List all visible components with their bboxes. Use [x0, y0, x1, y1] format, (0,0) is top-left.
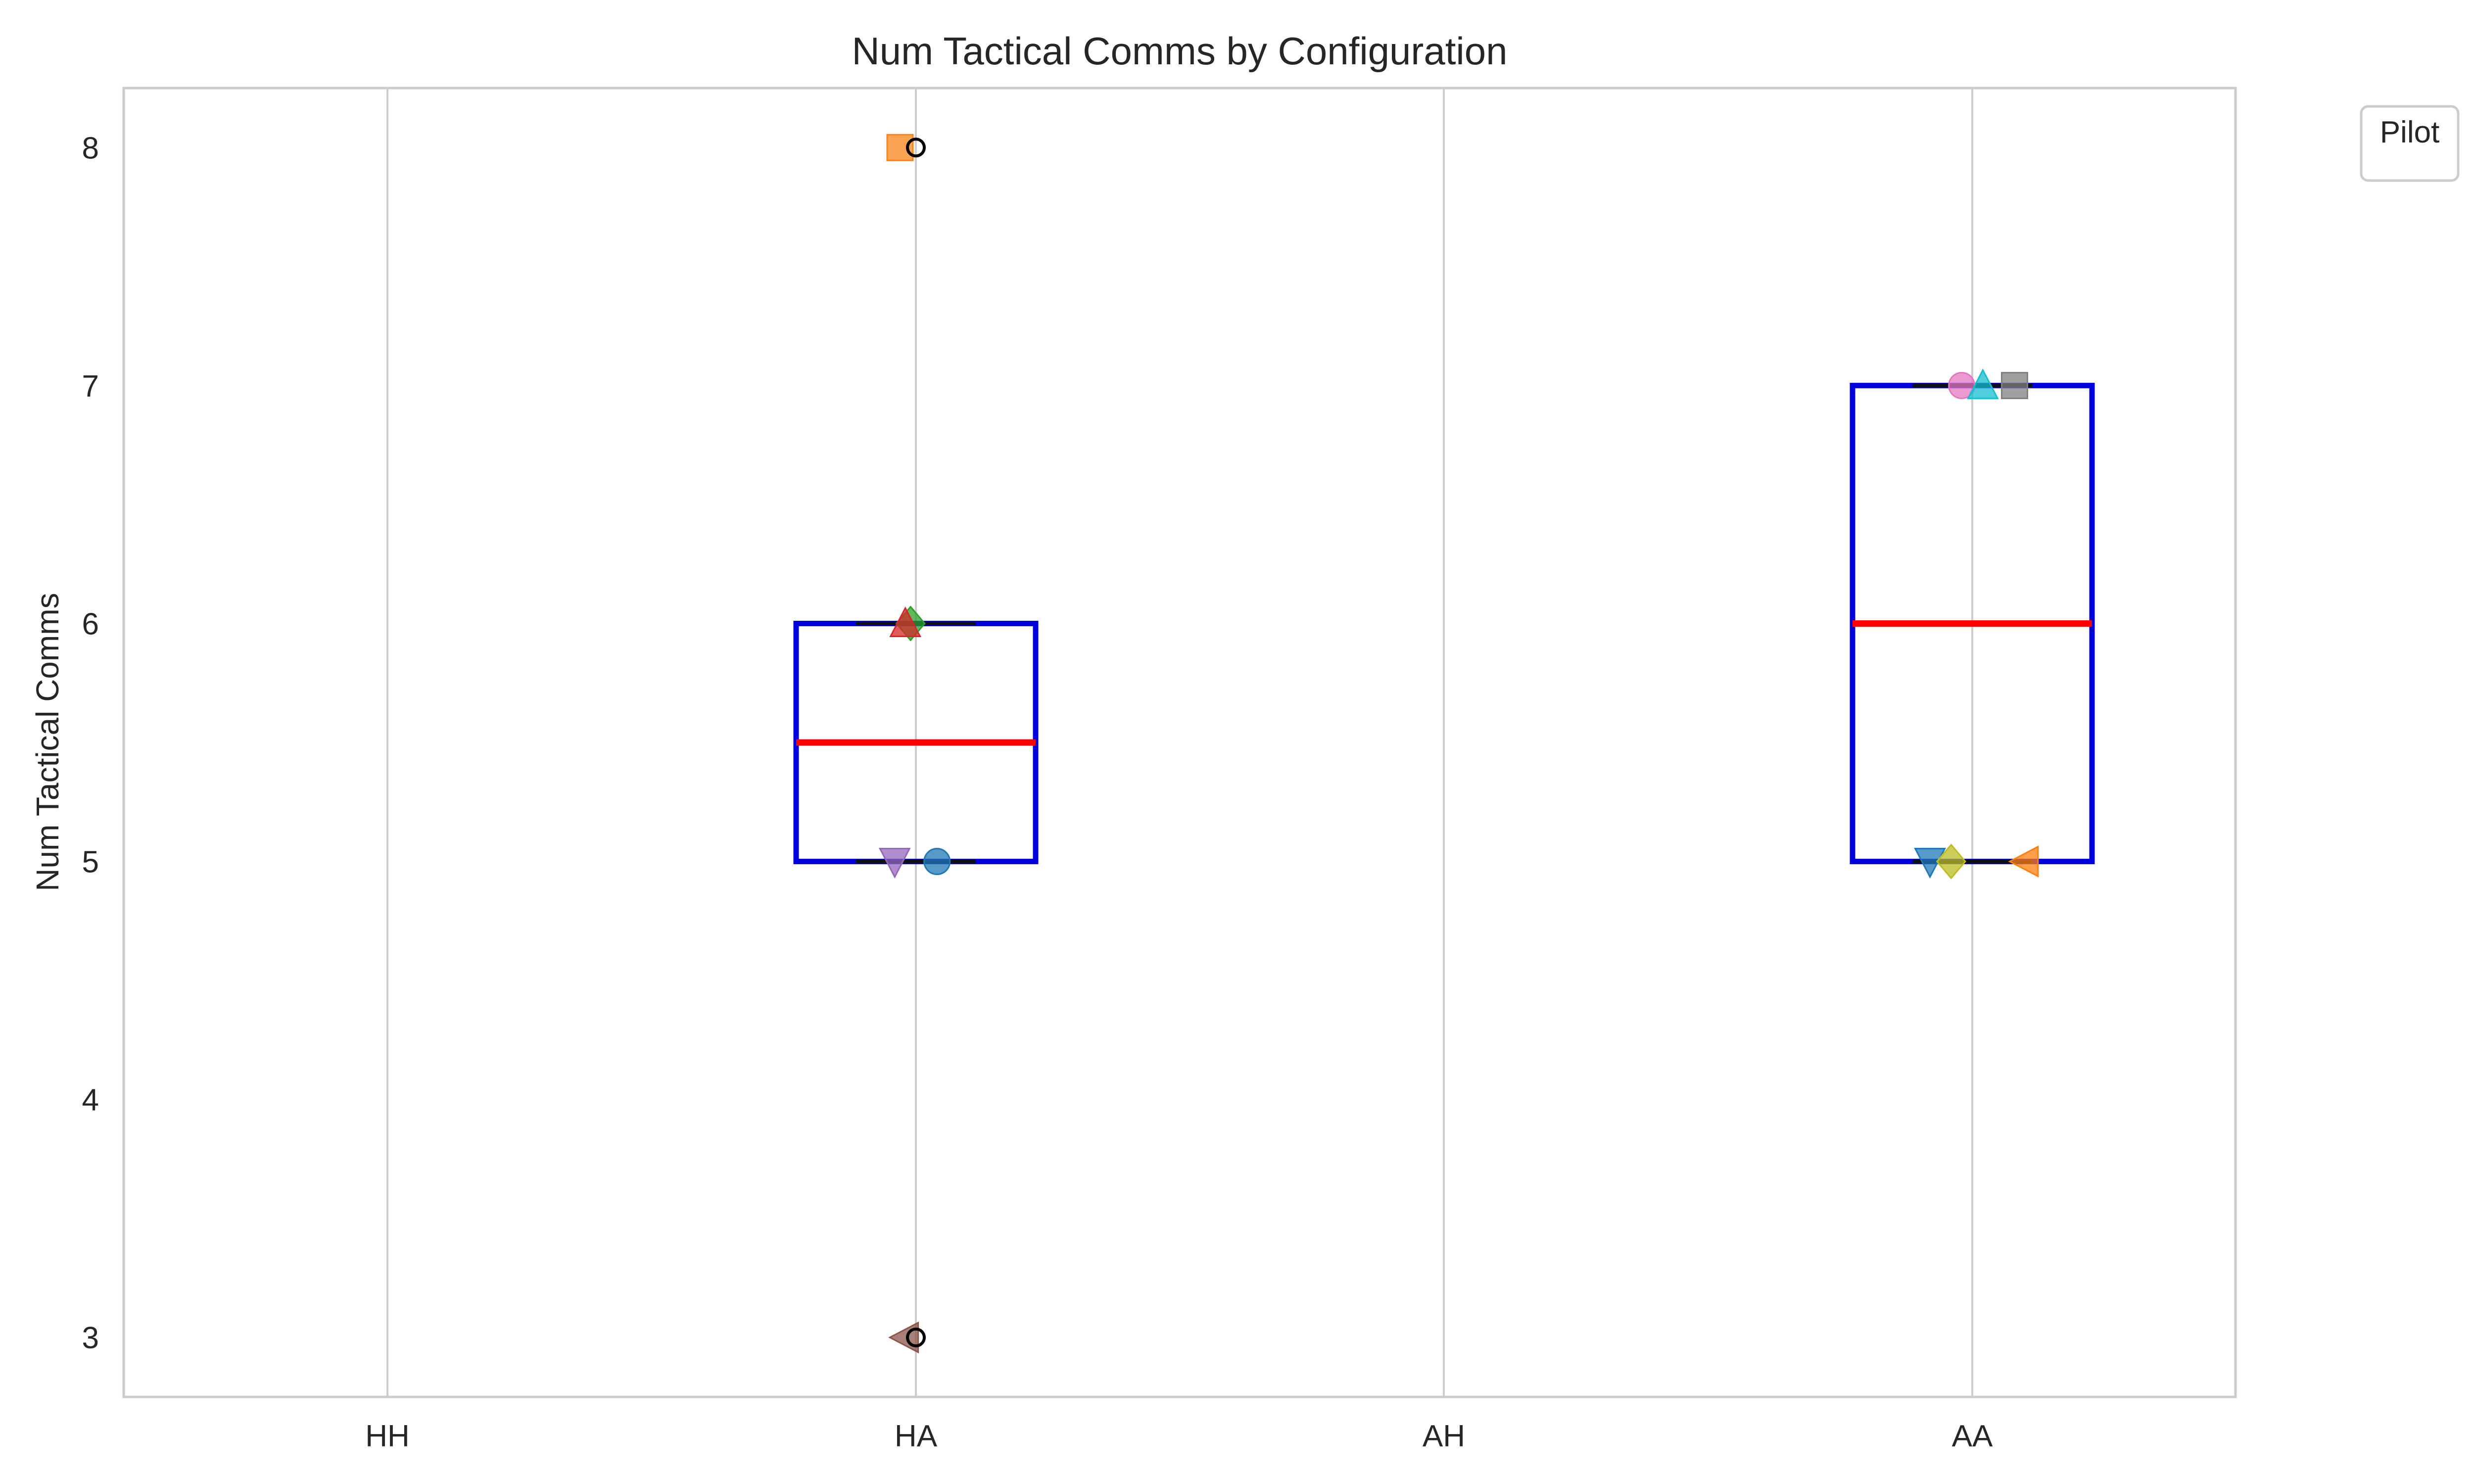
data-point-aa-10 [1936, 843, 1966, 880]
legend-frame [2360, 105, 2460, 182]
data-point-aa-11 [2008, 845, 2039, 878]
y-tick-label-3: 3 [82, 1321, 99, 1355]
y-tick-label-8: 8 [82, 131, 99, 165]
x-tick-label-ha: HA [895, 1419, 938, 1453]
y-axis-label: Num Tactical Comms [30, 593, 65, 891]
data-point-aa-8 [2000, 371, 2028, 399]
data-point-ha-4 [923, 848, 951, 876]
x-tick-label-aa: AA [1952, 1419, 1993, 1453]
y-tick-labels: 3 4 5 6 7 8 [82, 131, 99, 1355]
data-point-ha-3 [878, 848, 911, 879]
outlier-ha-1 [906, 1327, 926, 1347]
x-tick-label-ah: AH [1423, 1419, 1465, 1453]
data-points [878, 134, 2039, 1354]
x-tick-labels: HH HA AH AA [365, 1419, 1993, 1453]
data-point-aa-7 [1966, 368, 1999, 399]
data-point-ha-2 [889, 606, 922, 637]
y-tick-label-5: 5 [82, 845, 99, 880]
legend-title: Pilot [2380, 115, 2440, 149]
y-tick-label-7: 7 [82, 369, 99, 403]
x-tick-label-hh: HH [365, 1419, 410, 1453]
chart-title: Num Tactical Comms by Configuration [852, 29, 1507, 73]
grid-lines [386, 88, 1973, 1397]
legend: Pilot [2360, 105, 2460, 182]
plot-frame [122, 87, 2237, 1398]
outlier-ha-0 [906, 138, 926, 158]
y-tick-label-4: 4 [82, 1083, 99, 1117]
data-point-ha-0 [886, 134, 914, 161]
y-tick-label-6: 6 [82, 607, 99, 641]
